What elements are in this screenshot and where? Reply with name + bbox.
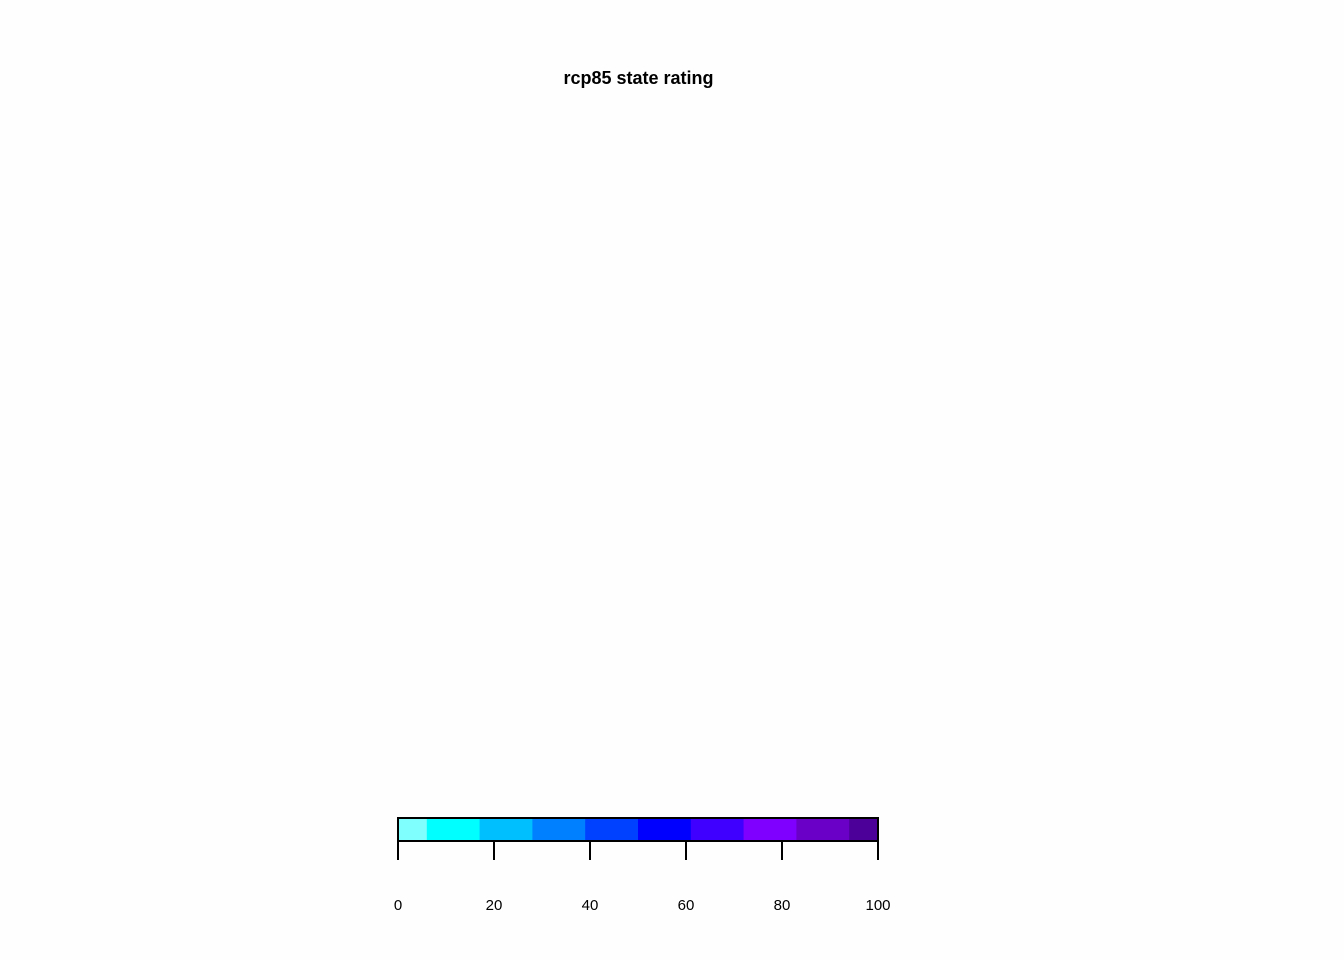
legend-color-bins xyxy=(398,818,879,841)
legend-bin-3 xyxy=(532,818,586,841)
legend-ticks xyxy=(397,841,879,860)
legend-bin-9 xyxy=(849,818,879,841)
legend-tick-label-0: 0 xyxy=(394,897,402,914)
legend-tick-label-3: 60 xyxy=(678,897,695,914)
legend-bin-2 xyxy=(479,818,533,841)
legend-bin-5 xyxy=(638,818,692,841)
legend-bin-8 xyxy=(796,818,850,841)
legend-tick-labels: 0 20 40 60 80 100 xyxy=(394,897,891,914)
legend-bin-6 xyxy=(690,818,745,841)
legend-bin-1 xyxy=(426,818,481,841)
legend-tick-label-5: 100 xyxy=(865,897,890,914)
legend-bin-0 xyxy=(398,818,428,841)
legend-tick-label-1: 20 xyxy=(486,897,503,914)
legend-bin-7 xyxy=(743,818,797,841)
legend-frame xyxy=(397,817,879,842)
legend-tick-label-4: 80 xyxy=(774,897,791,914)
chart-title: rcp85 state rating xyxy=(563,68,714,88)
legend-tick-label-2: 40 xyxy=(582,897,599,914)
legend-bin-4 xyxy=(585,818,639,841)
